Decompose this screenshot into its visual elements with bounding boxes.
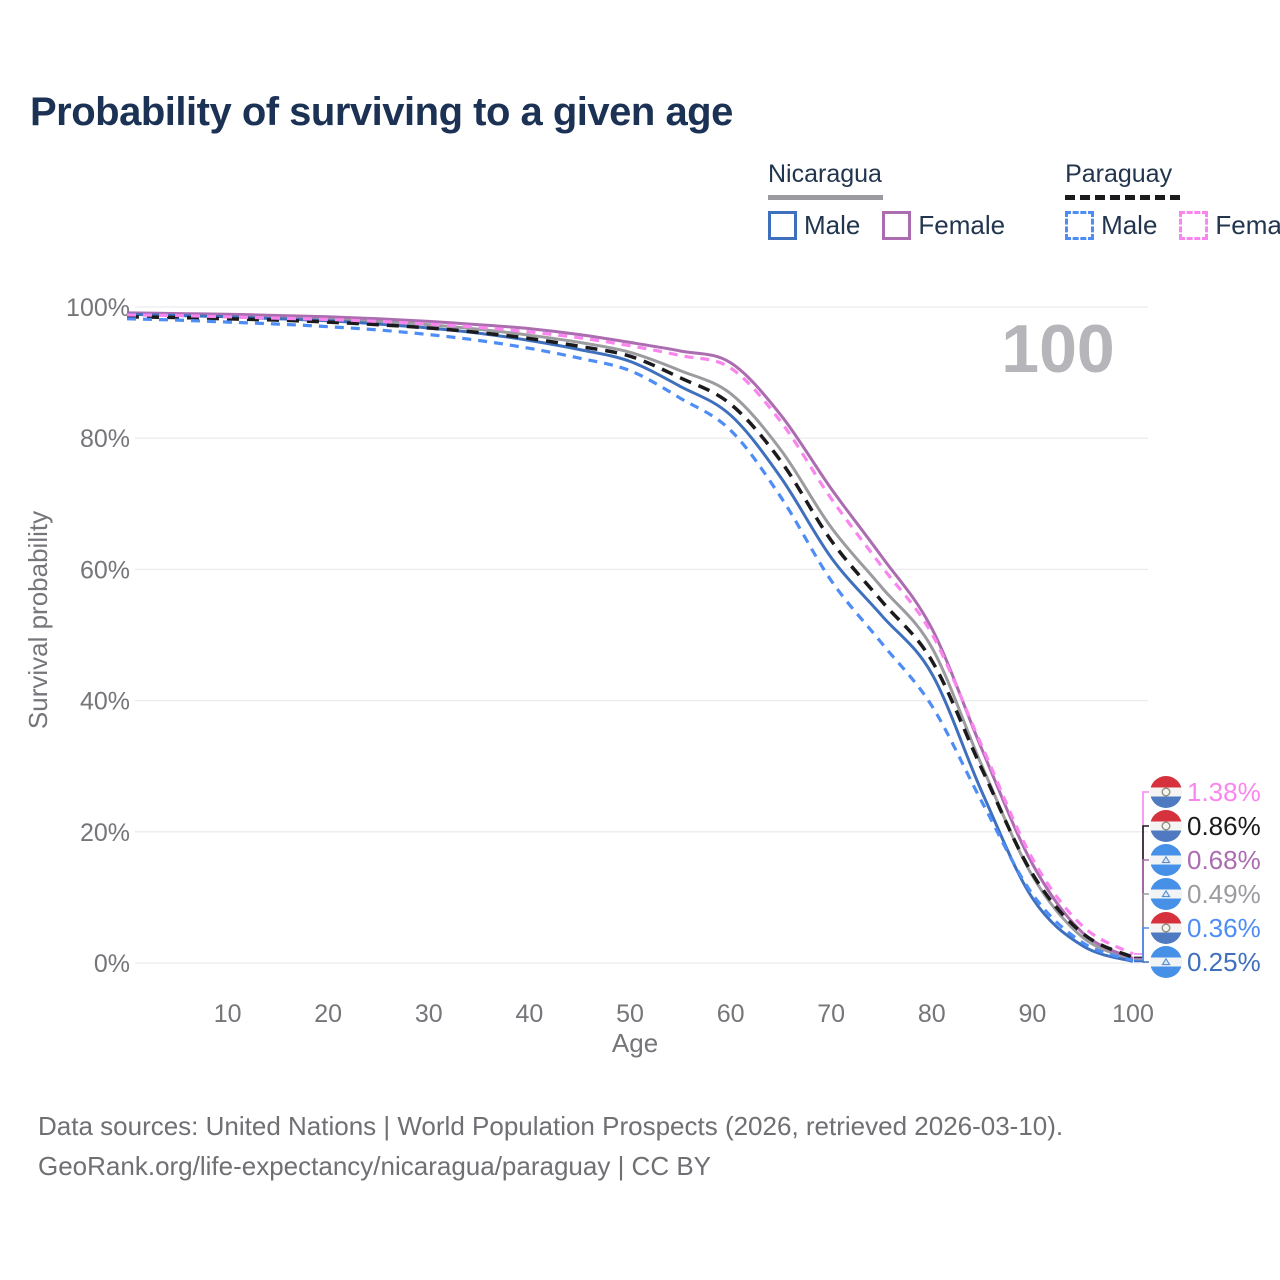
footer-line-sources: Data sources: United Nations | World Pop… <box>38 1111 1064 1141</box>
data-sources-footer: Data sources: United Nations | World Pop… <box>38 1106 1063 1186</box>
x-axis-tick-label: 50 <box>616 1000 644 1028</box>
survival-probability-chart: 100 0% 20% 40% 60% 80% 100% 10 20 30 40 50 60 70 80 90 1… <box>23 294 1261 1058</box>
end-label-leader-line <box>1134 859 1149 960</box>
nicaragua-flag-icon <box>1150 878 1182 910</box>
y-axis-tick-label: 80% <box>80 425 130 453</box>
x-axis-tick-label: 70 <box>817 1000 845 1028</box>
legend-item-nicaragua-male[interactable]: Male <box>768 210 860 241</box>
nicaragua-male-swatch-icon <box>768 211 797 240</box>
end-value-label-paraguay-female: 1.38% <box>1187 777 1261 807</box>
legend-item-label: Male <box>804 210 861 240</box>
y-axis-tick-label: 0% <box>94 950 130 978</box>
age-watermark: 100 <box>1001 311 1114 387</box>
series-line-nicaragua-both <box>126 312 1134 962</box>
end-label-leader-line <box>1134 893 1149 961</box>
legend-item-paraguay-male[interactable]: Male <box>1065 210 1157 241</box>
footer-line-attribution: GeoRank.org/life-expectancy/nicaragua/pa… <box>38 1151 712 1181</box>
page-title: Probability of surviving to a given age <box>30 90 733 134</box>
series-line-paraguay-both <box>126 315 1134 960</box>
y-axis-tick-label: 40% <box>80 688 130 716</box>
legend-item-label: Female <box>918 210 1006 240</box>
end-value-label-nicaragua-male: 0.25% <box>1187 947 1261 977</box>
legend-item-label: Female <box>1215 210 1280 240</box>
nicaragua-flag-icon <box>1150 946 1182 978</box>
end-label-leader-line <box>1134 927 1149 962</box>
end-value-label-nicaragua-female: 0.68% <box>1187 845 1261 875</box>
paraguay-flag-icon <box>1150 810 1182 842</box>
x-axis-tick-label: 10 <box>214 1000 242 1028</box>
legend-country-nicaragua[interactable]: Nicaragua <box>768 160 883 200</box>
x-axis-tick-label: 20 <box>314 1000 342 1028</box>
y-axis-title: Survival probability <box>23 511 53 729</box>
nicaragua-flag-icon <box>1150 844 1182 876</box>
x-axis-tick-label: 40 <box>515 1000 543 1028</box>
x-axis-tick-label: 80 <box>918 1000 946 1028</box>
legend-group-paraguay: Paraguay Male Female <box>1065 160 1280 241</box>
end-value-label-paraguay-both: 0.86% <box>1187 811 1261 841</box>
series-line-paraguay-male <box>126 317 1134 963</box>
y-axis-tick-label: 100% <box>66 294 130 322</box>
y-axis-tick-label: 60% <box>80 556 130 584</box>
paraguay-female-swatch-icon <box>1179 211 1209 240</box>
x-axis-title: Age <box>612 1028 658 1058</box>
legend-item-nicaragua-female[interactable]: Female <box>882 210 1005 241</box>
x-axis-tick-label: 100 <box>1112 1000 1154 1028</box>
legend: Nicaragua Male Female Paraguay Male Fema… <box>768 160 1280 241</box>
legend-item-paraguay-female[interactable]: Female <box>1179 210 1280 241</box>
series-line-paraguay-female <box>126 313 1134 956</box>
x-axis-tick-label: 60 <box>717 1000 745 1028</box>
legend-country-paraguay[interactable]: Paraguay <box>1065 160 1181 200</box>
end-value-label-nicaragua-both: 0.49% <box>1187 879 1261 909</box>
end-label-leader-line <box>1134 791 1149 955</box>
y-axis-tick-label: 20% <box>80 819 130 847</box>
end-value-label-paraguay-male: 0.36% <box>1187 913 1261 943</box>
end-label-leader-line <box>1134 960 1149 963</box>
nicaragua-female-swatch-icon <box>882 211 912 240</box>
x-axis-tick-label: 90 <box>1018 1000 1046 1028</box>
series-line-nicaragua-female <box>126 311 1134 960</box>
paraguay-flag-icon <box>1150 776 1182 808</box>
legend-group-nicaragua: Nicaragua Male Female <box>768 160 1005 241</box>
paraguay-male-swatch-icon <box>1065 211 1095 240</box>
x-axis-tick-label: 30 <box>415 1000 443 1028</box>
end-label-leader-line <box>1134 825 1149 959</box>
series-line-nicaragua-male <box>126 312 1134 963</box>
paraguay-flag-icon <box>1150 912 1182 944</box>
legend-item-label: Male <box>1101 210 1158 240</box>
